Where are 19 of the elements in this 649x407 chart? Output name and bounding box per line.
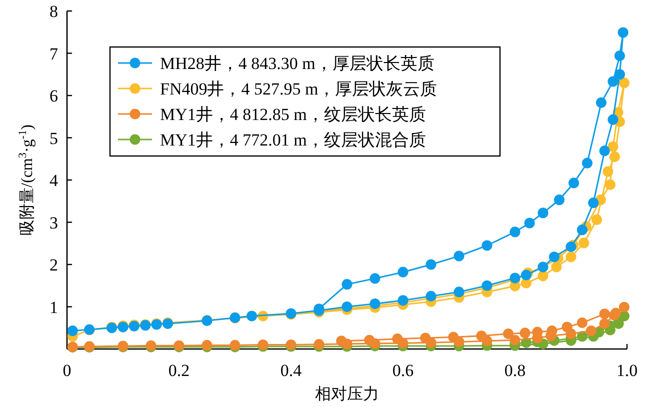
y-tick-label: 7 bbox=[50, 44, 58, 64]
y-tick-label: 4 bbox=[50, 171, 58, 190]
y-tick-label: 6 bbox=[50, 86, 58, 106]
y-tick-label: 8 bbox=[50, 2, 58, 21]
x-tick-label: 1.0 bbox=[616, 361, 638, 380]
x-tick-label: 0 bbox=[62, 361, 72, 380]
y-tick-label: 3 bbox=[50, 213, 58, 232]
legend-label: MY1井，4 772.01 m，纹层状混合质 bbox=[160, 130, 426, 150]
legend-label: MY1井，4 812.85 m，纹层状长英质 bbox=[160, 105, 426, 124]
y-tick-label: 1 bbox=[50, 298, 58, 317]
x-tick-label: 0.8 bbox=[504, 361, 526, 380]
x-axis-title: 相对压力 bbox=[315, 385, 379, 403]
y-tick-label: 2 bbox=[50, 256, 58, 274]
x-tick-label: 0.4 bbox=[280, 361, 302, 380]
x-tick-label: 0.2 bbox=[168, 361, 190, 380]
legend-label: MH28井，4 843.30 m，厚层状长英质 bbox=[160, 54, 434, 73]
x-tick-label: 0.6 bbox=[392, 361, 414, 380]
legend-label: FN409井，4 527.95 m，厚层状灰云质 bbox=[160, 80, 438, 98]
y-tick-label: 5 bbox=[50, 128, 58, 148]
